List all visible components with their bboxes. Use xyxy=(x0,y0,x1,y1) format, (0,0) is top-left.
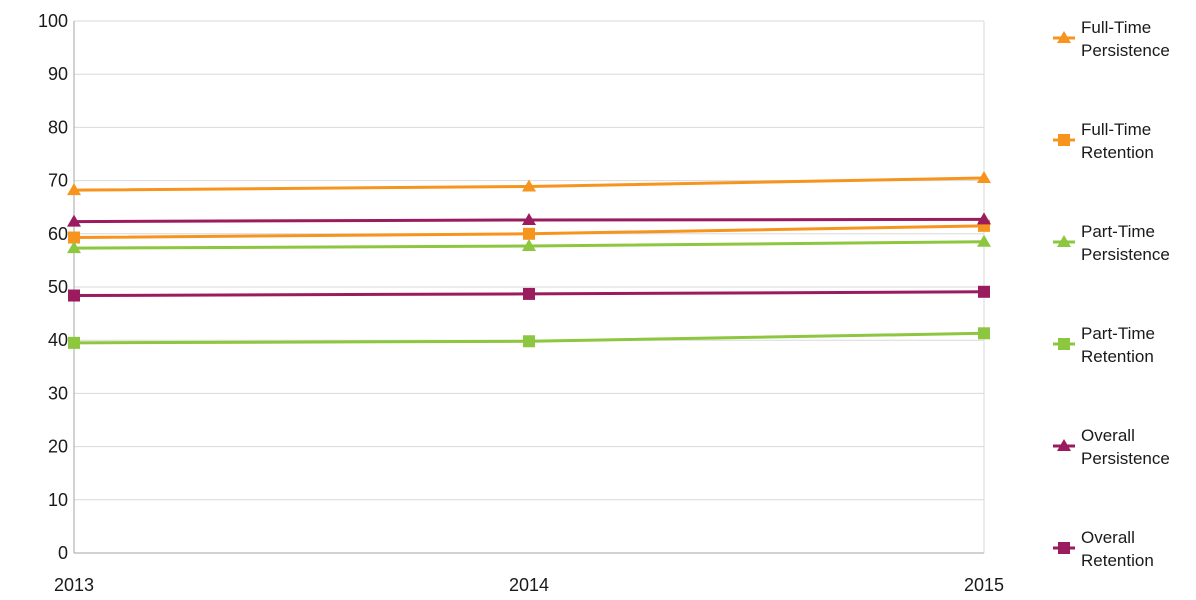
legend-marker xyxy=(1057,235,1071,247)
axes xyxy=(73,21,984,554)
data-point xyxy=(977,234,991,247)
legend-marker xyxy=(1058,542,1070,554)
data-point xyxy=(68,231,80,244)
legend-marker xyxy=(1057,31,1071,43)
data-point xyxy=(523,287,535,300)
x-tick-label: 2014 xyxy=(509,575,549,595)
y-tick-label: 100 xyxy=(38,11,68,31)
series-overall-retention xyxy=(68,285,990,302)
legend-item: Part-Time Retention xyxy=(1053,324,1155,366)
legend-label: Part-Time xyxy=(1081,222,1155,241)
y-tick-label: 90 xyxy=(48,64,68,84)
legend-label: Persistence xyxy=(1081,41,1170,60)
legend-label: Retention xyxy=(1081,551,1154,570)
legend-item: Full-Time Retention xyxy=(1053,120,1154,162)
data-point xyxy=(522,212,536,225)
x-tick-label: 2015 xyxy=(964,575,1004,595)
legend-label: Retention xyxy=(1081,143,1154,162)
data-point xyxy=(67,183,81,196)
y-tick-label: 80 xyxy=(48,117,68,137)
legend: Full-TimePersistenceFull-TimeRetentionPa… xyxy=(1053,18,1170,570)
data-point xyxy=(978,285,990,298)
data-point xyxy=(67,241,81,254)
data-point xyxy=(523,335,535,348)
legend-label: Persistence xyxy=(1081,245,1170,264)
series-overall-persistence xyxy=(67,212,991,227)
legend-item: Full-Time Persistence xyxy=(1053,18,1170,60)
series-part-time-retention xyxy=(68,327,990,349)
data-point xyxy=(523,227,535,240)
y-tick-label: 20 xyxy=(48,437,68,457)
data-point xyxy=(522,239,536,252)
data-point xyxy=(977,170,991,183)
legend-label: Part-Time xyxy=(1081,324,1155,343)
y-tick-label: 30 xyxy=(48,383,68,403)
y-tick-label: 40 xyxy=(48,330,68,350)
data-point xyxy=(68,336,80,349)
legend-label: Full-Time xyxy=(1081,120,1151,139)
legend-label: Retention xyxy=(1081,347,1154,366)
legend-label: Overall xyxy=(1081,528,1135,547)
data-point xyxy=(978,327,990,340)
legend-label: Full-Time xyxy=(1081,18,1151,37)
legend-marker xyxy=(1058,134,1070,146)
data-point xyxy=(522,179,536,192)
legend-label: Overall xyxy=(1081,426,1135,445)
y-tick-label: 10 xyxy=(48,490,68,510)
legend-label: Persistence xyxy=(1081,449,1170,468)
legend-item: Overall Persistence xyxy=(1053,426,1170,468)
series-part-time-persistence xyxy=(67,234,991,254)
legend-item: Overall Retention xyxy=(1053,528,1154,570)
y-tick-label: 0 xyxy=(58,543,68,563)
data-point xyxy=(68,289,80,302)
series-full-time-persistence xyxy=(67,170,991,196)
series-layer xyxy=(67,170,991,349)
legend-item: Part-Time Persistence xyxy=(1053,222,1170,264)
legend-marker xyxy=(1058,338,1070,350)
data-point xyxy=(977,212,991,225)
x-tick-label: 2013 xyxy=(54,575,94,595)
y-tick-label: 50 xyxy=(48,277,68,297)
y-tick-label: 60 xyxy=(48,224,68,244)
legend-marker xyxy=(1057,439,1071,451)
y-tick-label: 70 xyxy=(48,171,68,191)
data-point xyxy=(67,214,81,227)
gridlines xyxy=(74,20,985,553)
tick-labels: 0 10 20 30 40 50 60 70 80 90 100 2013 2014 2015 xyxy=(38,11,1004,595)
